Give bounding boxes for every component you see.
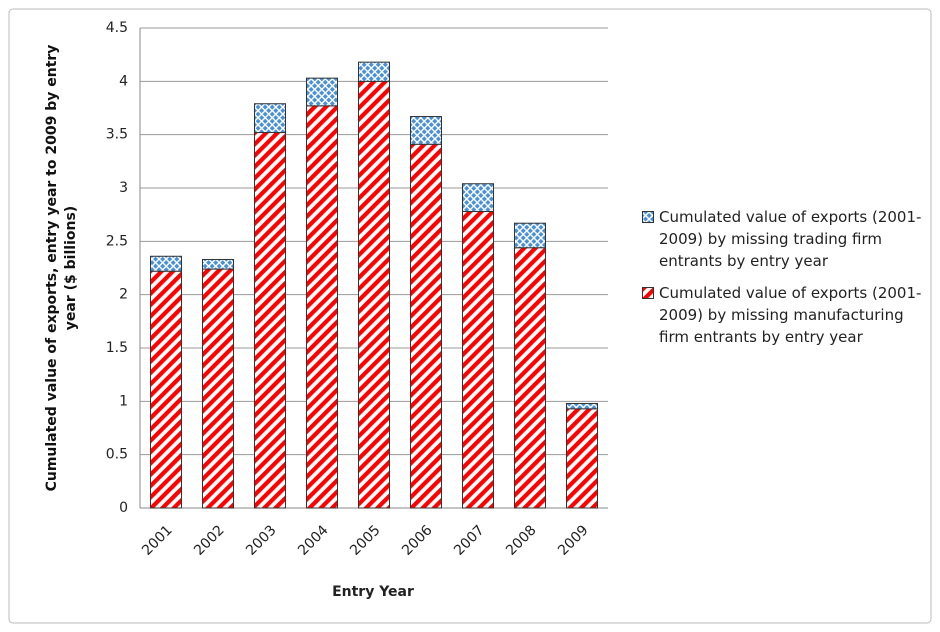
y-tick-label: 3.5 <box>106 127 128 143</box>
x-tick-label: 2001 <box>139 522 176 559</box>
bar-segment <box>410 116 442 145</box>
y-tick-label: 3 <box>119 180 128 196</box>
bar-segment <box>202 268 234 509</box>
bar-segment <box>462 210 494 509</box>
x-tick-label: 2003 <box>243 522 280 559</box>
bar-segment <box>150 255 182 272</box>
x-tick-label: 2006 <box>399 522 436 559</box>
bar-segment <box>462 183 494 212</box>
legend-item: Cumulated value of exports (2001-2009) b… <box>642 206 934 272</box>
y-tick-label: 0.5 <box>106 447 128 463</box>
bar-segment <box>202 258 234 270</box>
bar-segment <box>566 408 598 509</box>
bar-segment <box>514 247 546 509</box>
chart-border <box>8 8 932 624</box>
legend-label: Cumulated value of exports (2001-2009) b… <box>659 284 922 346</box>
y-tick-label: 4 <box>119 73 128 89</box>
legend: Cumulated value of exports (2001-2009) b… <box>642 206 934 358</box>
x-tick-label: 2005 <box>347 522 384 559</box>
bar-segment <box>358 61 390 82</box>
x-tick-label: 2004 <box>295 522 332 559</box>
bar-segment <box>254 103 286 134</box>
x-tick-label: 2002 <box>191 522 228 559</box>
y-tick-label: 0 <box>119 500 128 516</box>
bar-segment <box>358 80 390 509</box>
y-tick-label: 1.5 <box>106 340 128 356</box>
y-axis-title: Cumulated value of exports, entry year t… <box>44 44 79 492</box>
y-tick-label: 2.5 <box>106 233 128 249</box>
bar-segment <box>150 270 182 509</box>
legend-swatch <box>642 287 654 299</box>
bar-segment <box>306 77 338 107</box>
legend-label: Cumulated value of exports (2001-2009) b… <box>659 208 922 270</box>
x-tick-label: 2009 <box>555 522 592 559</box>
bar-segment <box>514 222 546 249</box>
x-tick-label: 2008 <box>503 522 540 559</box>
y-tick-label: 2 <box>119 287 128 303</box>
legend-swatch <box>642 211 654 223</box>
x-tick-label: 2007 <box>451 522 488 559</box>
legend-item: Cumulated value of exports (2001-2009) b… <box>642 282 934 348</box>
y-tick-label: 4.5 <box>106 20 128 36</box>
y-tick-label: 1 <box>119 393 128 409</box>
x-axis-title: Entry Year <box>332 584 414 600</box>
bar-segment <box>566 402 598 410</box>
bar-segment <box>306 105 338 509</box>
bar-segment <box>410 143 442 509</box>
bar-segment <box>254 132 286 509</box>
